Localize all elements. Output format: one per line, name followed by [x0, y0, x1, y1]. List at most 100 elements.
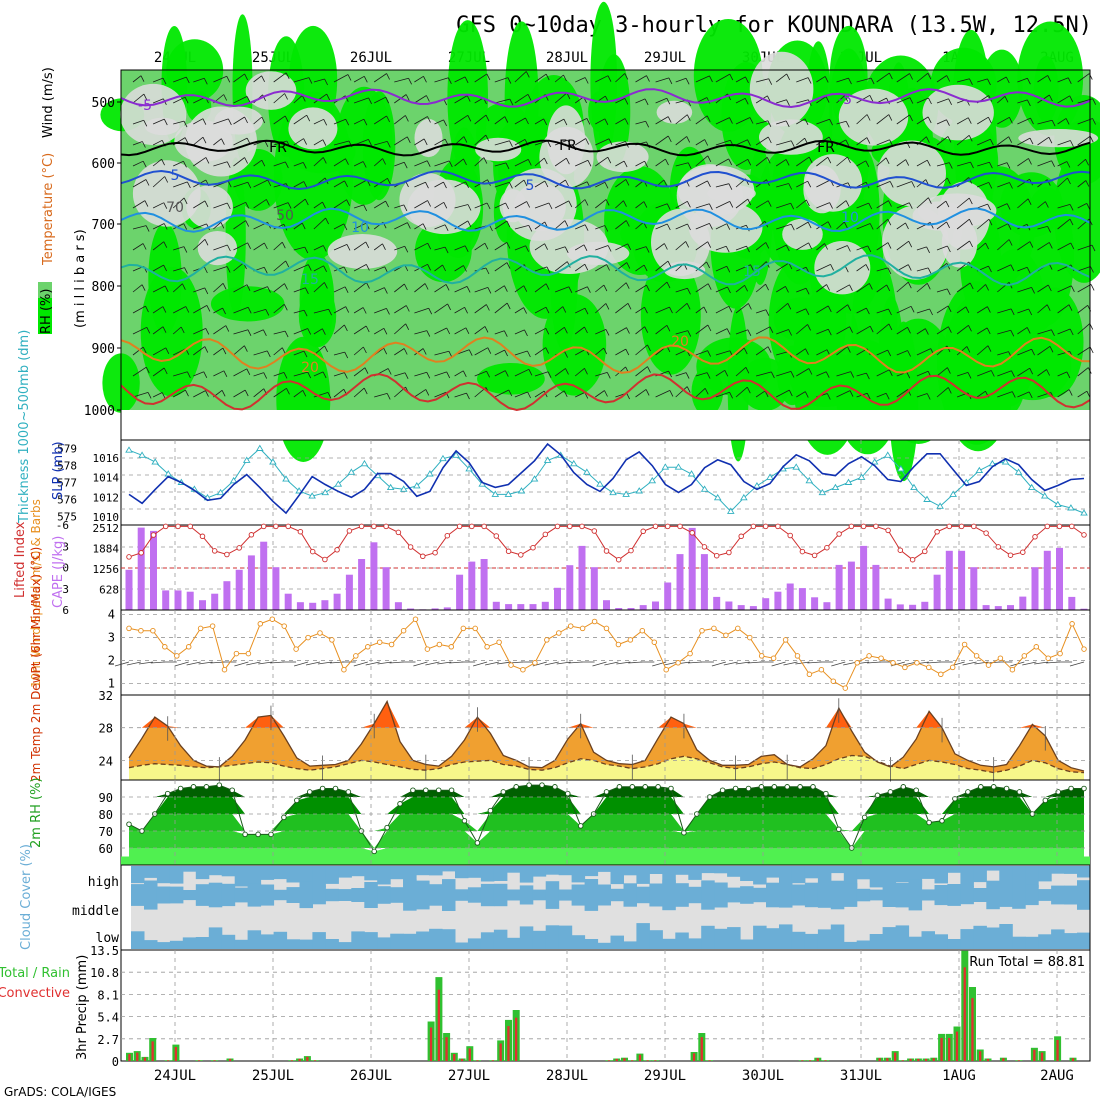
- upper-wind-barb-flag: [729, 392, 733, 399]
- upper-wind-barb: [595, 199, 607, 209]
- upper-wind-barb-flag: [221, 138, 225, 145]
- thickness-point: [818, 488, 827, 496]
- upper-wind-barb: [595, 347, 604, 356]
- upper-wind-barb: [152, 118, 165, 125]
- precip-panel: 13.510.88.15.42.70 Run Total = 88.81 Tot…: [0, 944, 1091, 1069]
- upper-wind-barb: [353, 307, 364, 314]
- wind10m-barb: [628, 661, 643, 664]
- upper-wind-barb-flag: [626, 392, 630, 400]
- upper-wind-barb: [956, 282, 971, 293]
- cloud-high-bar: [455, 866, 469, 879]
- upper-wind-barb: [635, 120, 646, 125]
- upper-wind-barb-flag: [262, 94, 266, 101]
- date-label: 26JUL: [350, 1068, 392, 1084]
- upper-wind-barb: [353, 325, 367, 335]
- precip-convective-bar: [429, 1027, 433, 1061]
- cape-bar: [749, 606, 757, 610]
- upper-wind-barb-flag: [302, 390, 307, 397]
- upper-wind-barb-flag: [222, 307, 226, 315]
- upper-wind-barb: [936, 221, 947, 230]
- precip-convective-bar: [623, 1058, 626, 1061]
- upper-wind-barb-flag: [645, 121, 650, 128]
- upper-wind-barb: [414, 95, 427, 104]
- wind10m-speed-point: [747, 634, 753, 641]
- upper-wind-barb: [152, 202, 164, 209]
- upper-wind-barb: [434, 391, 447, 398]
- wind10m-barb: [437, 661, 452, 665]
- wind10m-speed-point: [508, 662, 514, 668]
- cloud-middle-bar: [467, 887, 482, 903]
- upper-wind-barb-flag: [725, 246, 730, 253]
- upper-wind-barb-flag: [247, 182, 252, 189]
- upper-wind-barb-flag: [465, 181, 469, 188]
- precip-convective-bar: [128, 1054, 131, 1061]
- upper-wind-barb-flag: [969, 78, 973, 85]
- upper-wind-barb: [1057, 328, 1071, 335]
- upper-wind-barb: [273, 161, 286, 167]
- upper-wind-barb: [374, 308, 387, 314]
- upper-wind-barb: [253, 179, 268, 188]
- slp-tick-label: 1014: [93, 472, 120, 485]
- upper-wind-barb: [655, 243, 665, 251]
- upper-wind-barb: [132, 179, 147, 188]
- upper-wind-barb-flag: [889, 72, 893, 80]
- wind10m-speed-point: [723, 632, 729, 639]
- upper-wind-barb: [796, 308, 807, 314]
- lifted-index-point: [726, 549, 732, 556]
- upper-wind-barb-flag: [607, 245, 612, 252]
- upper-wind-barb-flag: [603, 284, 608, 292]
- cloud-low-bar: [869, 934, 884, 949]
- lifted-index-point: [750, 523, 757, 530]
- upper-wind-barb: [595, 225, 605, 230]
- cape-bar: [921, 601, 929, 610]
- rh2m-tick-label: 60: [99, 842, 113, 856]
- upper-wind-barb-flag: [847, 346, 851, 353]
- cloud-high-bar: [182, 866, 197, 872]
- upper-wind-barb-flag: [970, 161, 974, 169]
- upper-wind-barb-flag: [667, 135, 672, 143]
- upper-wind-barb-flag: [747, 159, 752, 166]
- precip-convective-bar: [515, 1017, 518, 1061]
- lifted-index-point: [211, 548, 218, 554]
- upper-wind-barb-flag: [947, 245, 951, 253]
- wind10m-barb: [544, 661, 559, 666]
- upper-wind-barb-flag: [1048, 242, 1053, 249]
- upper-wind-barb-flag: [686, 136, 691, 143]
- upper-wind-barb-flag: [487, 287, 492, 294]
- cape-bar: [541, 601, 549, 610]
- cape-bar: [933, 574, 941, 610]
- lifted-index-point: [1081, 532, 1087, 538]
- upper-wind-barb-flag: [1026, 327, 1031, 334]
- date-label: 28JUL: [546, 1068, 588, 1084]
- upper-wind-barb: [816, 328, 829, 335]
- upper-wind-barb: [193, 346, 206, 356]
- upper-wind-barb: [152, 285, 166, 293]
- cloud-low-bar: [195, 937, 210, 949]
- upper-wind-barb-flag: [888, 323, 893, 331]
- precip-tick-label: 13.5: [90, 944, 119, 958]
- upper-wind-barb-flag: [564, 351, 568, 358]
- upper-wind-barb: [715, 328, 728, 335]
- cape-tick-label: 2512: [93, 522, 120, 535]
- rh2m-tick-label: 80: [99, 808, 113, 822]
- upper-wind-barb-flag: [666, 325, 671, 332]
- upper-wind-barb-flag: [767, 200, 772, 207]
- upper-wind-barb: [575, 181, 588, 188]
- upper-wind-barb: [454, 286, 468, 293]
- wind10m-barb: [592, 661, 607, 667]
- thickness-point: [674, 463, 683, 470]
- upper-wind-barb-flag: [583, 244, 588, 251]
- cloud-high-bar: [390, 866, 404, 880]
- upper-wind-barb: [836, 221, 845, 230]
- upper-wind-barb-flag: [925, 328, 929, 335]
- upper-wind-barb: [434, 77, 449, 83]
- cape-bar: [382, 567, 390, 610]
- upper-wind-barb-flag: [563, 390, 568, 397]
- lifted-index-point: [187, 523, 193, 530]
- cloud-low-bar: [182, 937, 197, 949]
- upper-wind-barb: [997, 182, 1010, 188]
- upper-wind-barb: [152, 176, 165, 188]
